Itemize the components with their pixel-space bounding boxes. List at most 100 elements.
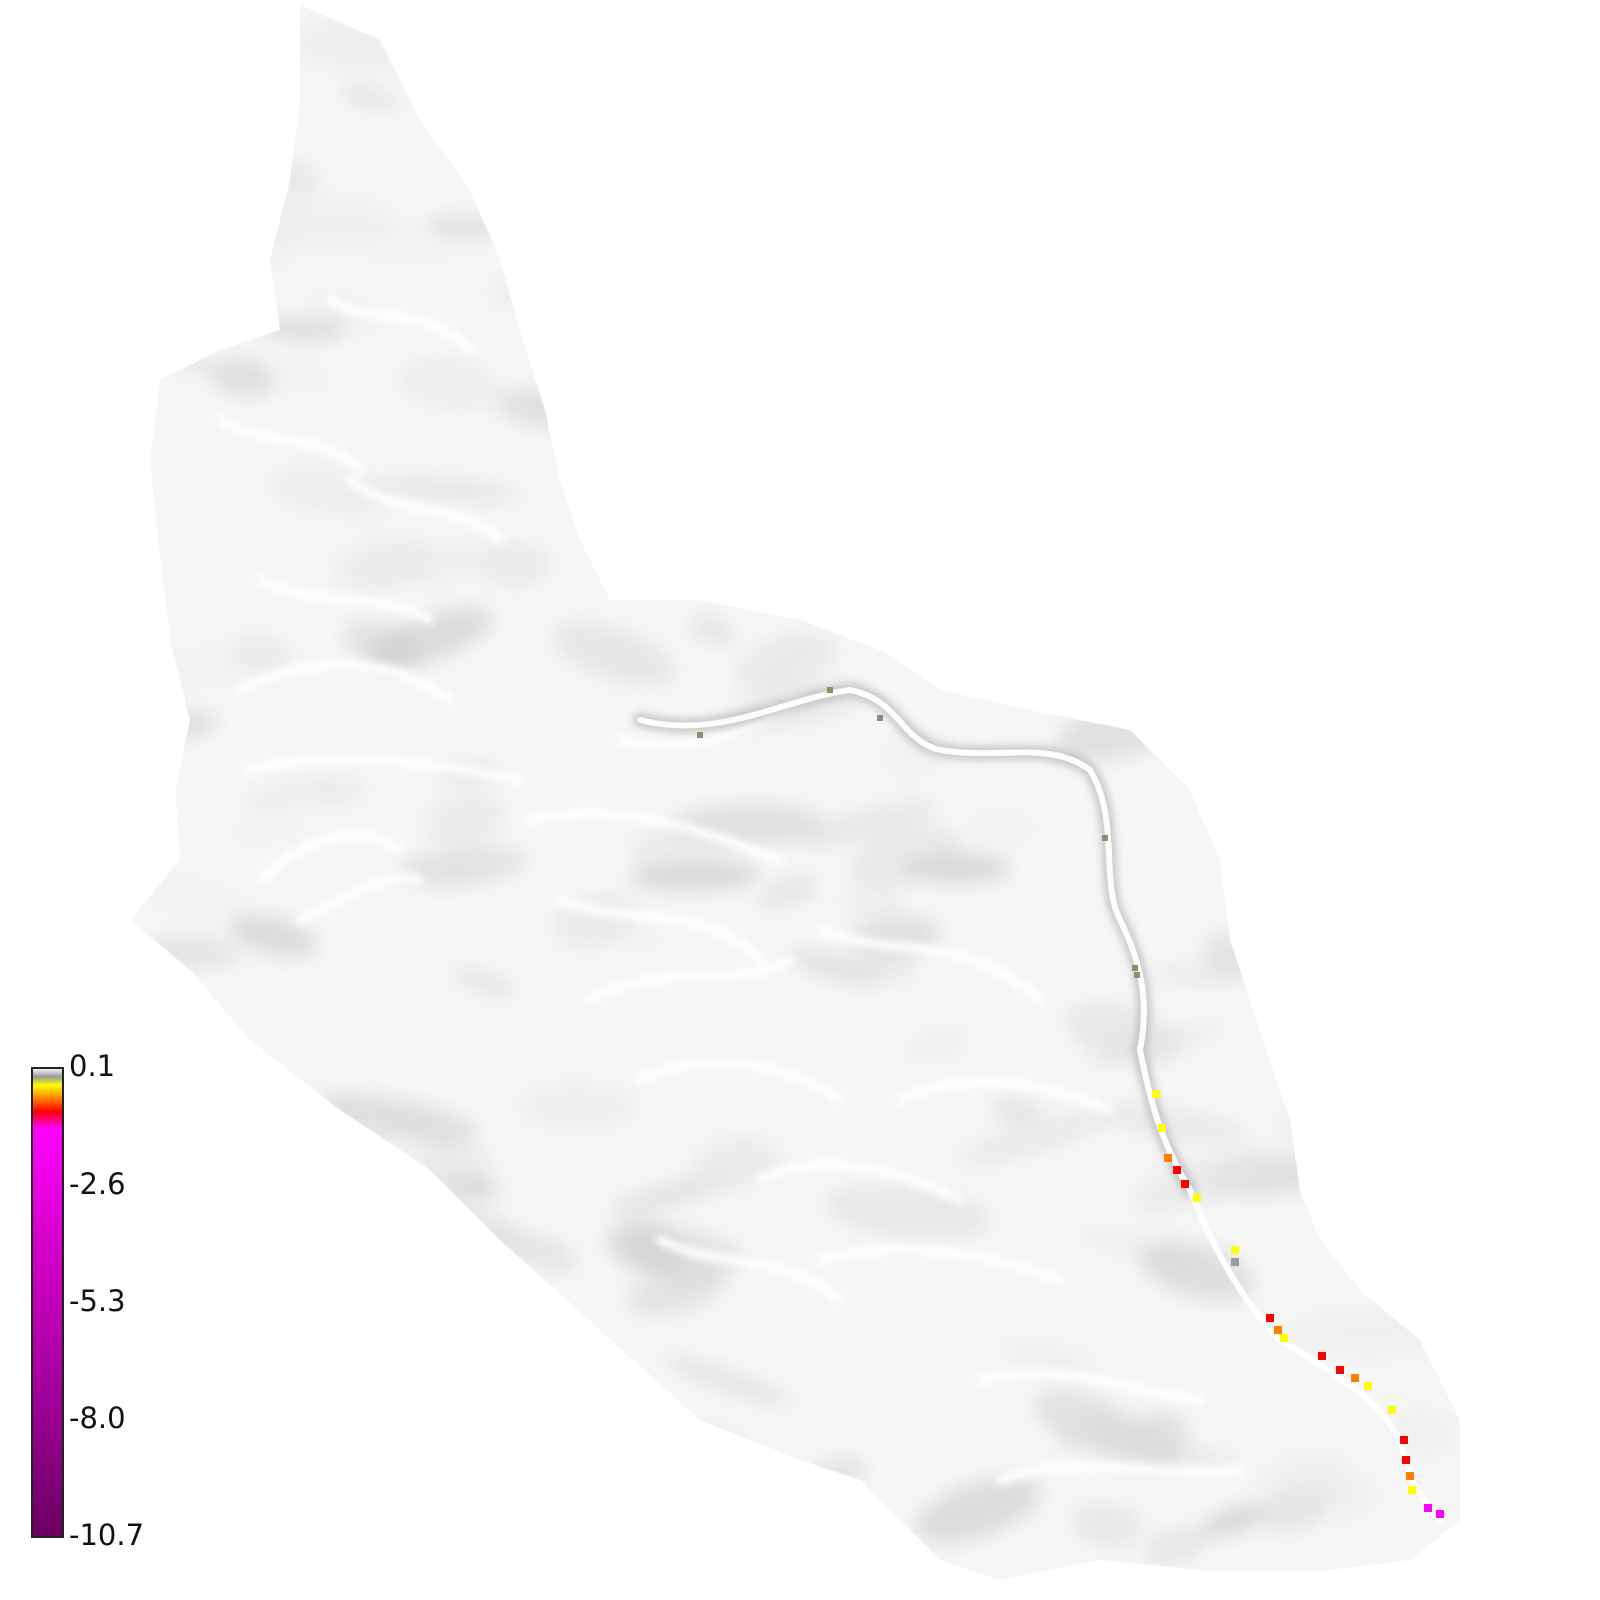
relief-blob bbox=[130, 1280, 239, 1338]
relief-blob bbox=[956, 1111, 1112, 1165]
relief-blob bbox=[1244, 915, 1342, 957]
relief-blob bbox=[560, 400, 636, 434]
relief-blob bbox=[978, 545, 1132, 599]
relief-blob bbox=[820, 501, 976, 551]
relief-blob bbox=[130, 329, 214, 371]
relief-blob bbox=[354, 543, 488, 587]
relief-blob bbox=[843, 211, 979, 269]
relief-blob bbox=[537, 229, 647, 291]
channel-cell bbox=[1400, 1436, 1408, 1444]
relief-blob bbox=[451, 967, 517, 997]
channel-cell bbox=[1266, 1314, 1274, 1322]
channel-cell bbox=[1274, 1326, 1282, 1334]
channel-cell bbox=[1351, 1374, 1359, 1382]
relief-blob bbox=[229, 818, 307, 842]
channel-cell bbox=[1158, 1124, 1166, 1132]
relief-blob bbox=[1399, 716, 1451, 768]
relief-blob bbox=[636, 28, 752, 88]
relief-blob bbox=[626, 1228, 742, 1282]
relief-blob bbox=[1288, 1308, 1444, 1358]
relief-blob bbox=[733, 397, 827, 445]
relief-blob bbox=[1276, 24, 1394, 60]
relief-blob bbox=[662, 1355, 792, 1407]
relief-blob bbox=[267, 359, 331, 391]
relief-blob bbox=[1198, 1504, 1268, 1538]
relief-blob bbox=[240, 777, 338, 813]
relief-blob bbox=[130, 153, 218, 219]
channel-value-cells bbox=[697, 687, 1444, 1518]
relief-blob bbox=[961, 169, 1099, 201]
basin-hillshade bbox=[130, 5, 1460, 1580]
relief-blob bbox=[801, 799, 939, 849]
relief-blob bbox=[480, 1458, 596, 1506]
relief-blob bbox=[1054, 1413, 1186, 1449]
relief-blob bbox=[624, 65, 690, 113]
relief-blob bbox=[474, 540, 552, 588]
relief-blob bbox=[1341, 25, 1429, 61]
relief-blob bbox=[260, 317, 348, 341]
channel-cell bbox=[1102, 835, 1108, 841]
relief-blob bbox=[734, 377, 862, 417]
relief-blob bbox=[398, 356, 500, 412]
colorbar-tick-label: -10.7 bbox=[69, 1518, 145, 1552]
channel-cell bbox=[1193, 1194, 1201, 1202]
relief-blob bbox=[424, 1457, 502, 1507]
relief-blob bbox=[1330, 253, 1416, 285]
relief-blob bbox=[840, 1189, 962, 1233]
relief-blob bbox=[785, 583, 861, 613]
channel-cell bbox=[697, 732, 703, 738]
relief-blob bbox=[1108, 434, 1236, 494]
relief-blob bbox=[131, 289, 217, 347]
relief-blob bbox=[647, 1457, 763, 1517]
channel-cell bbox=[1436, 1510, 1444, 1518]
channel-cell bbox=[1231, 1246, 1239, 1254]
relief-blob bbox=[230, 633, 294, 673]
relief-blob bbox=[397, 845, 529, 887]
colorbar bbox=[31, 1067, 64, 1538]
channel-cell bbox=[1402, 1456, 1410, 1464]
relief-blob bbox=[215, 1421, 293, 1475]
relief-blob bbox=[1169, 197, 1255, 221]
relief-blob bbox=[734, 632, 836, 694]
channel-cell bbox=[1336, 1366, 1344, 1374]
colorbar-tick-label: -5.3 bbox=[69, 1284, 126, 1318]
relief-blob bbox=[629, 830, 721, 886]
relief-blob bbox=[539, 141, 695, 173]
relief-blob bbox=[130, 1485, 234, 1511]
relief-blob bbox=[1347, 395, 1460, 443]
relief-blob bbox=[1355, 31, 1455, 73]
relief-blob bbox=[150, 1364, 206, 1410]
channel-cell bbox=[1173, 1166, 1181, 1174]
relief-blob bbox=[754, 534, 816, 580]
relief-blob bbox=[694, 260, 816, 292]
relief-blob bbox=[914, 1476, 1042, 1544]
channel-cell bbox=[1152, 1090, 1160, 1098]
relief-blob bbox=[1045, 171, 1149, 223]
colorbar-tick-label: -2.6 bbox=[69, 1167, 126, 1201]
relief-blob bbox=[764, 161, 814, 201]
relief-blob bbox=[339, 84, 399, 110]
relief-blob bbox=[562, 41, 644, 95]
relief-blob bbox=[247, 1128, 355, 1190]
relief-blob bbox=[1131, 1148, 1275, 1212]
relief-blob bbox=[1383, 32, 1460, 96]
channel-cell bbox=[1318, 1352, 1326, 1360]
relief-blob bbox=[343, 621, 423, 669]
relief-blob bbox=[1354, 954, 1460, 1004]
channel-cell bbox=[877, 715, 883, 721]
relief-blob bbox=[998, 1339, 1098, 1379]
relief-blob bbox=[1066, 1002, 1180, 1066]
colorbar-tick-label: -8.0 bbox=[69, 1401, 126, 1435]
relief-blob bbox=[853, 954, 917, 984]
relief-blob bbox=[679, 457, 843, 511]
channel-cell bbox=[1181, 1180, 1189, 1188]
channel-cell bbox=[1364, 1382, 1372, 1390]
relief-blob bbox=[1241, 360, 1331, 398]
relief-blob bbox=[739, 318, 899, 374]
relief-blob bbox=[534, 195, 622, 227]
relief-blob bbox=[850, 826, 962, 888]
channel-cell bbox=[1280, 1334, 1288, 1342]
relief-blob bbox=[1071, 1502, 1143, 1548]
relief-blob bbox=[578, 406, 658, 436]
relief-blob bbox=[1311, 1089, 1415, 1137]
